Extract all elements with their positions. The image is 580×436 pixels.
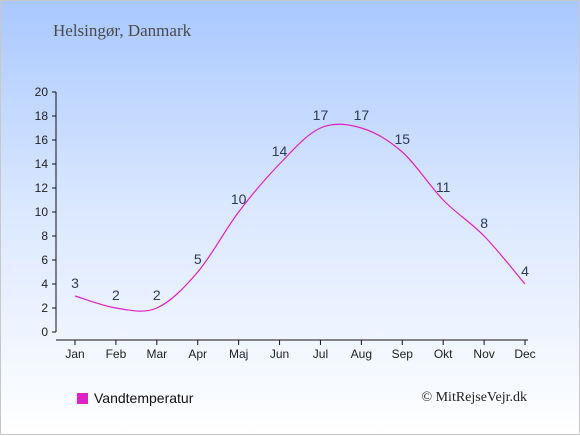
credit-text: © MitRejseVejr.dk (421, 390, 527, 405)
data-label: 2 (112, 287, 120, 303)
y-tick-label: 2 (41, 301, 48, 315)
x-tick-label: Apr (188, 347, 207, 361)
y-tick-label: 6 (41, 253, 48, 267)
legend-label: Vandtemperatur (94, 390, 194, 406)
data-label: 11 (436, 179, 451, 195)
data-label: 15 (394, 131, 410, 147)
x-tick-label: Jan (65, 347, 84, 361)
y-tick-label: 16 (35, 133, 49, 147)
y-tick-label: 10 (35, 205, 49, 219)
data-label: 17 (354, 107, 370, 123)
data-label: 14 (272, 143, 288, 159)
x-tick-label: Okt (434, 347, 453, 361)
x-tick-label: Dec (514, 347, 535, 361)
x-tick-label: Nov (473, 347, 494, 361)
data-label: 17 (313, 107, 329, 123)
x-tick-label: Aug (351, 347, 372, 361)
data-label: 8 (480, 215, 488, 231)
series-line-vandtemperatur (74, 123, 526, 312)
data-label: 2 (153, 287, 161, 303)
x-tick-label: Sep (392, 347, 414, 361)
legend-swatch (77, 392, 88, 404)
legend: Vandtemperatur (77, 390, 193, 406)
data-label: 5 (194, 251, 202, 267)
x-tick-label: Feb (106, 347, 127, 361)
data-label: 3 (71, 275, 79, 291)
y-tick-label: 4 (41, 277, 48, 291)
y-tick-label: 20 (35, 85, 49, 99)
chart-title: Helsingør, Danmark (53, 21, 192, 40)
y-tick-label: 18 (35, 109, 49, 123)
y-tick-label: 0 (41, 325, 48, 339)
x-tick-label: Maj (229, 347, 248, 361)
y-tick-label: 14 (35, 157, 49, 171)
data-label: 10 (231, 191, 247, 207)
y-tick-label: 12 (35, 181, 49, 195)
x-tick-label: Jun (270, 347, 289, 361)
x-tick-label: Mar (146, 347, 167, 361)
y-tick-label: 8 (41, 229, 48, 243)
data-label: 4 (521, 263, 529, 279)
x-tick-label: Jul (313, 347, 328, 361)
